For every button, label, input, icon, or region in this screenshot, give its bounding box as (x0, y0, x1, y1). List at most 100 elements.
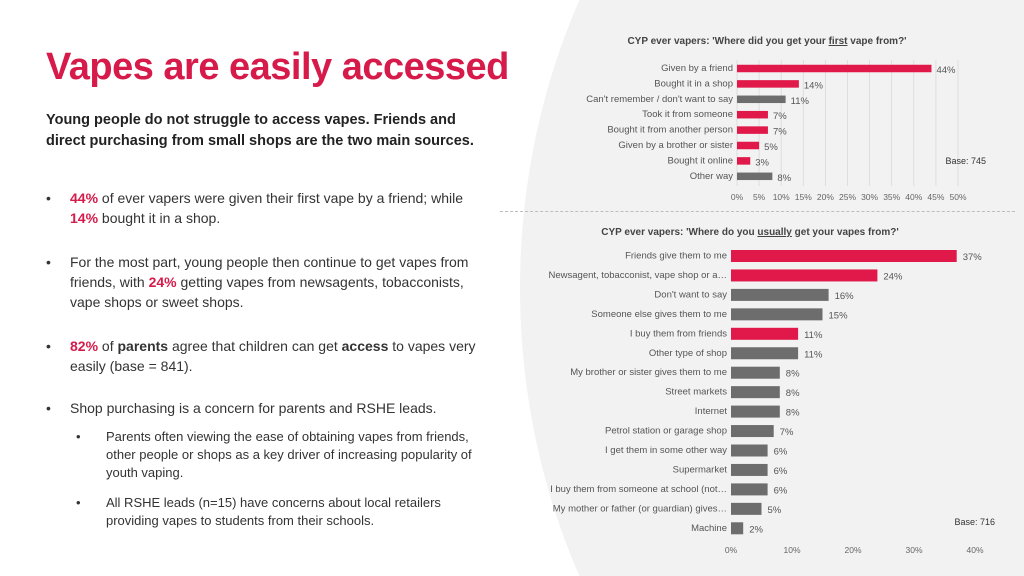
bar (731, 327, 799, 340)
value-label: 37% (963, 252, 983, 263)
category-label: I buy them from friends (630, 328, 727, 339)
x-tick-label: 40% (905, 192, 922, 202)
value-label: 8% (786, 369, 800, 380)
category-label: Friends give them to me (625, 251, 727, 262)
category-label: I buy them from someone at school (not… (550, 484, 727, 495)
highlight-value: 14% (70, 210, 99, 226)
base-label: Base: 745 (945, 156, 986, 166)
x-tick-label: 35% (883, 192, 900, 202)
value-label: 11% (804, 349, 823, 360)
bar (737, 110, 768, 119)
bar (731, 269, 878, 282)
category-label: Other way (690, 171, 734, 182)
x-tick-label: 20% (817, 192, 834, 202)
bar (731, 463, 768, 476)
bar (737, 64, 932, 73)
value-label: 15% (829, 310, 849, 321)
value-label: 16% (835, 291, 855, 302)
category-label: Other type of shop (649, 348, 727, 359)
bar (731, 308, 823, 321)
category-label: My brother or sister gives them to me (570, 367, 727, 378)
bullet-text: getting vapes from newsagents, tobacconi… (70, 274, 464, 310)
bar (737, 80, 799, 88)
bar (731, 347, 799, 360)
x-tick-label: 30% (861, 192, 878, 202)
bullet-text: agree that children can get (168, 338, 342, 354)
category-label: Machine (691, 523, 727, 534)
bold-word: parents (117, 338, 169, 354)
value-label: 8% (777, 173, 791, 184)
category-label: Street markets (665, 387, 727, 398)
value-label: 7% (773, 111, 787, 122)
bar (731, 444, 768, 457)
category-label: Given by a brother or sister (618, 140, 733, 151)
bullet-first-vape: 44% of ever vapers were given their firs… (46, 188, 476, 228)
bullet-shop-concern: Shop purchasing is a concern for parents… (46, 398, 476, 418)
chart-title: CYP ever vapers: 'Where did you get your… (627, 36, 906, 47)
category-label: Bought it in a shop (654, 78, 733, 89)
bar (737, 141, 760, 150)
base-label: Base: 716 (954, 517, 995, 527)
bar (731, 483, 768, 496)
x-tick-label: 20% (844, 545, 861, 555)
category-label: Given by a friend (661, 63, 733, 74)
category-label: Bought it online (668, 155, 734, 166)
sub-bullet-parents: Parents often viewing the ease of obtain… (46, 428, 476, 482)
bar (731, 522, 744, 535)
x-tick-label: 5% (753, 192, 766, 202)
value-label: 5% (764, 142, 778, 153)
value-label: 7% (773, 127, 787, 138)
bar (731, 250, 957, 262)
chart-title: CYP ever vapers: 'Where do you usually g… (601, 227, 898, 238)
bullet-list: 44% of ever vapers were given their firs… (46, 188, 476, 542)
x-tick-label: 0% (731, 192, 744, 202)
value-label: 11% (791, 96, 810, 107)
value-label: 14% (804, 80, 824, 91)
bullet-text: For the most part, young people then con… (70, 254, 469, 290)
category-label: Petrol station or garage shop (605, 426, 727, 437)
x-tick-label: 10% (783, 545, 800, 555)
category-label: Bought it from another person (607, 125, 733, 136)
highlight-value: 44% (70, 190, 99, 206)
x-tick-label: 15% (795, 192, 812, 202)
sub-bullet-rshe: All RSHE leads (n=15) have concerns abou… (46, 494, 476, 530)
value-label: 5% (768, 505, 782, 516)
bullet-parents: 82% of parents agree that children can g… (46, 336, 476, 376)
bullet-text: of (98, 338, 118, 354)
category-label: My mother or father (or guardian) gives… (553, 503, 727, 514)
bar (731, 288, 829, 301)
bar (731, 405, 780, 418)
bar (731, 386, 780, 399)
value-label: 2% (749, 524, 763, 535)
category-label: Can't remember / don't want to say (586, 94, 733, 105)
bullet-text: bought it in a shop. (98, 210, 221, 226)
value-label: 6% (774, 485, 788, 496)
first-vape-chart: CYP ever vapers: 'Where did you get your… (586, 36, 986, 202)
chart-divider (500, 211, 1015, 212)
intro-text: Young people do not struggle to access v… (46, 112, 474, 149)
value-label: 44% (936, 65, 956, 76)
bold-word: access (341, 338, 389, 354)
value-label: 7% (780, 427, 794, 438)
value-label: 6% (774, 447, 788, 458)
bar (731, 502, 762, 515)
x-tick-label: 50% (949, 192, 966, 202)
value-label: 3% (755, 157, 769, 168)
x-tick-label: 40% (966, 545, 983, 555)
value-label: 8% (786, 388, 800, 399)
bar (737, 95, 786, 104)
x-tick-label: 0% (725, 545, 738, 555)
x-tick-label: 45% (927, 192, 944, 202)
x-tick-label: 25% (839, 192, 856, 202)
value-label: 11% (804, 330, 823, 341)
category-label: Newsagent, tobacconist, vape shop or a… (549, 270, 728, 281)
category-label: I get them in some other way (605, 445, 727, 456)
bullet-text: of ever vapers were given their first va… (98, 190, 463, 206)
highlight-value: 24% (148, 274, 177, 290)
category-label: Took it from someone (642, 109, 733, 120)
value-label: 8% (786, 408, 800, 419)
value-label: 6% (774, 466, 788, 477)
bar (737, 172, 773, 181)
bar (731, 425, 774, 438)
bullet-text: to vapes very easily (base = 841). (70, 338, 476, 374)
